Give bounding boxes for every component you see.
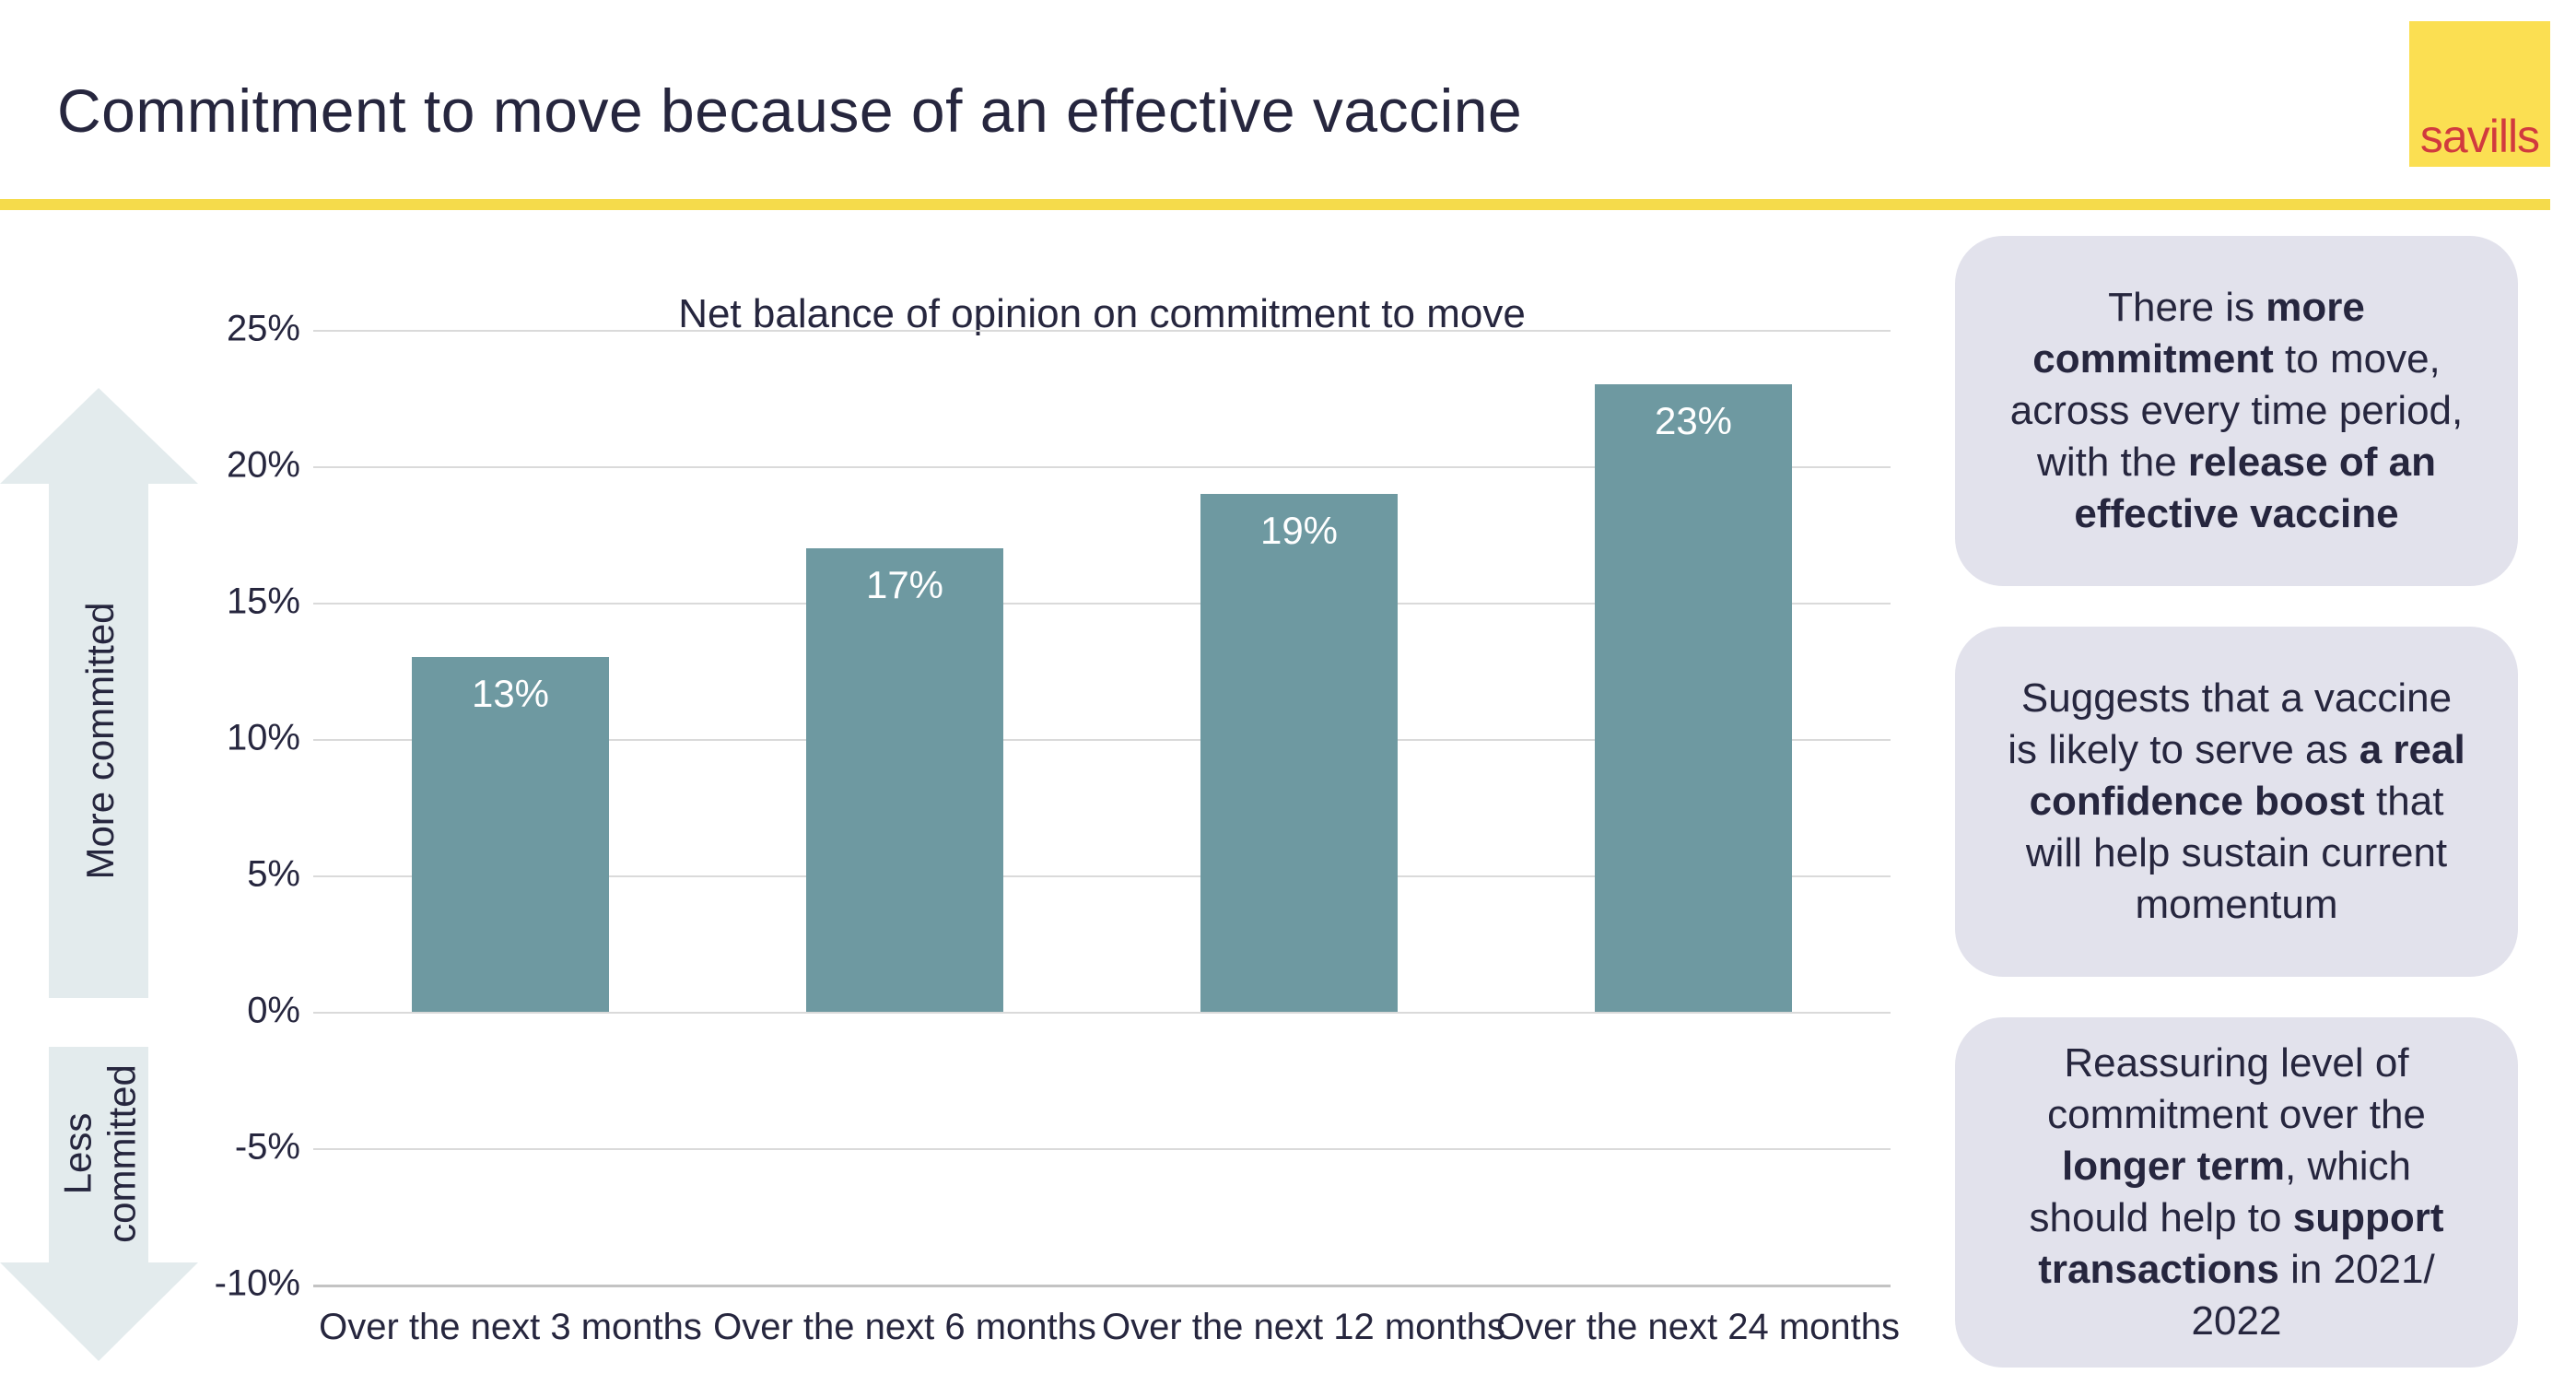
savills-logo: savills — [2409, 21, 2550, 167]
x-axis-category-label: Over the next 12 months — [1102, 1307, 1506, 1347]
y-axis-tick-label: 20% — [226, 444, 300, 486]
y-axis-tick-label: 10% — [226, 717, 300, 758]
bar-over-the-next-3-months: 13% — [412, 657, 609, 1012]
commentary-text: There is more commitment to move, across… — [2009, 285, 2464, 536]
commentary-box-2: Suggests that a vaccine is likely to ser… — [1955, 627, 2518, 977]
gridline--10 — [313, 1285, 1891, 1287]
bar-over-the-next-12-months: 19% — [1200, 493, 1398, 1012]
down-arrow-shaft — [49, 1047, 148, 1262]
down-arrow-icon — [0, 1262, 198, 1361]
y-axis-tick-label: -5% — [234, 1126, 300, 1168]
x-axis-category-label: Over the next 3 months — [319, 1307, 702, 1347]
plot-area: 25% 20% 15% 10% 5% 0% -5% -10% 13% Over the next … — [215, 309, 1900, 1347]
gridline--5 — [313, 1148, 1891, 1150]
bar-over-the-next-6-months: 17% — [806, 547, 1003, 1012]
chart-title: Net balance of opinion on commitment to … — [678, 291, 1526, 336]
commentary-text: Reassuring level of commitment over the … — [2029, 1040, 2444, 1344]
up-arrow-icon — [0, 388, 198, 484]
gridline-20 — [313, 466, 1891, 468]
page-title: Commitment to move because of an effecti… — [57, 76, 1523, 145]
y-axis-tick-label: 15% — [226, 581, 300, 622]
gridline-10 — [313, 739, 1891, 741]
gridline-25 — [313, 330, 1891, 332]
bar-value-label: 19% — [1259, 508, 1339, 552]
bar-value-label: 23% — [1654, 399, 1733, 443]
y-axis-tick-label: 5% — [247, 853, 300, 895]
x-axis-category-label: Over the next 24 months — [1496, 1307, 1901, 1347]
bar-value-label: 17% — [865, 562, 944, 606]
bar-over-the-next-24-months: 23% — [1595, 384, 1792, 1012]
y-axis-tick-label: 0% — [247, 990, 300, 1031]
gridline-5 — [313, 875, 1891, 877]
gridline-0 — [313, 1012, 1891, 1014]
commentary-box-3: Reassuring level of commitment over the … — [1955, 1017, 2518, 1368]
gridline-15 — [313, 603, 1891, 605]
y-axis-tick-label: -10% — [214, 1262, 300, 1304]
commentary-text: Suggests that a vaccine is likely to ser… — [2008, 675, 2465, 927]
accent-rule — [0, 199, 2550, 210]
y-axis-tick-label: 25% — [226, 308, 300, 349]
commentary-box-1: There is more commitment to move, across… — [1955, 236, 2518, 586]
up-arrow-shaft — [49, 484, 148, 998]
savills-logo-text: savills — [2419, 111, 2540, 162]
bar-value-label: 13% — [471, 672, 550, 716]
more-committed-label: More committed — [77, 602, 122, 880]
x-axis-category-label: Over the next 6 months — [713, 1307, 1096, 1347]
